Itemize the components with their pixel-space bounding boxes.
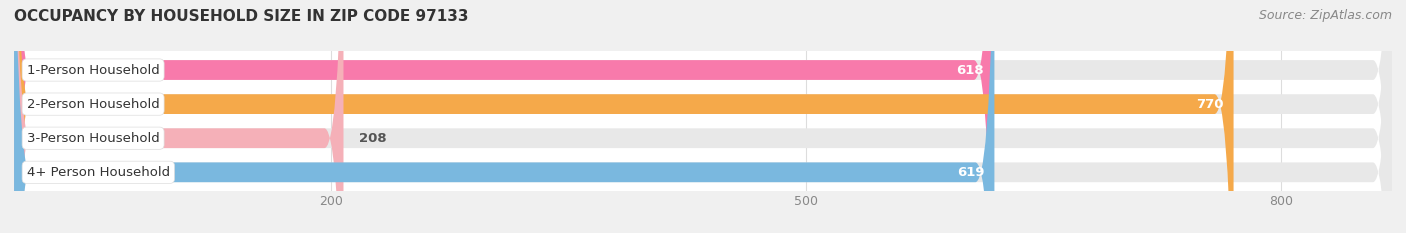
FancyBboxPatch shape (14, 0, 1233, 233)
Text: 619: 619 (957, 166, 986, 179)
FancyBboxPatch shape (14, 0, 1392, 233)
Text: 4+ Person Household: 4+ Person Household (27, 166, 170, 179)
Text: 618: 618 (956, 64, 983, 76)
FancyBboxPatch shape (14, 0, 343, 233)
FancyBboxPatch shape (14, 0, 1392, 233)
Text: 208: 208 (360, 132, 387, 145)
Text: 770: 770 (1197, 98, 1225, 111)
Text: 2-Person Household: 2-Person Household (27, 98, 159, 111)
FancyBboxPatch shape (14, 0, 1392, 233)
Text: 3-Person Household: 3-Person Household (27, 132, 159, 145)
Text: 1-Person Household: 1-Person Household (27, 64, 159, 76)
FancyBboxPatch shape (14, 0, 994, 233)
FancyBboxPatch shape (14, 0, 1392, 233)
Text: OCCUPANCY BY HOUSEHOLD SIZE IN ZIP CODE 97133: OCCUPANCY BY HOUSEHOLD SIZE IN ZIP CODE … (14, 9, 468, 24)
FancyBboxPatch shape (14, 0, 993, 233)
Text: Source: ZipAtlas.com: Source: ZipAtlas.com (1258, 9, 1392, 22)
